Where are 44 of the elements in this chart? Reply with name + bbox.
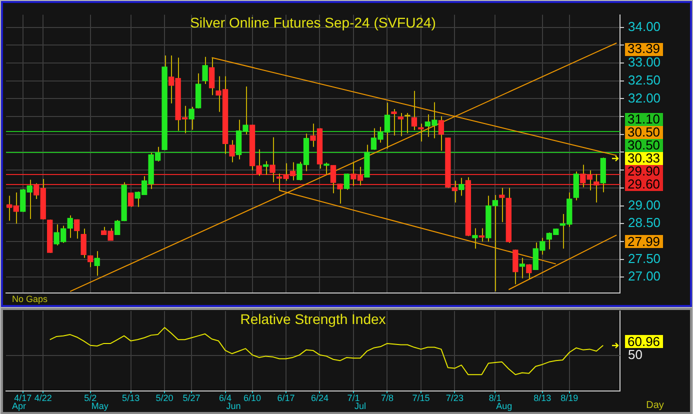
x-tick-label: 8/13 bbox=[534, 393, 552, 404]
x-tick-label: 5/27 bbox=[182, 393, 200, 404]
text: Jul bbox=[354, 401, 366, 411]
text: 30.33 bbox=[628, 150, 660, 166]
x-tick-label: 7/8 bbox=[380, 393, 394, 404]
x-tick-label: 5/20 bbox=[156, 393, 174, 404]
chart-title: Relative Strength Index bbox=[240, 310, 386, 327]
x-tick-label: 8/1 bbox=[488, 393, 502, 404]
chart-title: Silver Online Futures Sep-24 (SVFU24) bbox=[190, 14, 436, 31]
x-tick-label: 8/19 bbox=[560, 393, 578, 404]
text: Apr bbox=[12, 401, 26, 411]
x-tick-label: 7/1 bbox=[347, 393, 360, 404]
x-tick-label: 6/24 bbox=[310, 393, 329, 404]
data-label: 27.99 bbox=[628, 234, 660, 249]
text: 50 bbox=[628, 346, 642, 362]
ref-line-label: 29.60 bbox=[628, 176, 660, 192]
ref-line-label: 31.10 bbox=[628, 111, 660, 126]
x-tick-label: 5/13 bbox=[122, 393, 140, 404]
data-label: 33.39 bbox=[628, 41, 660, 56]
y-tick-label: 27.50 bbox=[628, 250, 661, 266]
y-tick-label: 33.00 bbox=[628, 54, 661, 70]
text: No Gaps bbox=[12, 294, 48, 304]
ref-line-label: 30.50 bbox=[628, 137, 660, 152]
x-tick-label: 7/23 bbox=[446, 393, 464, 404]
x-tick-label: 5/2 bbox=[84, 393, 97, 404]
y-tick-label: 29.00 bbox=[628, 197, 661, 212]
text: May bbox=[91, 401, 109, 411]
x-tick-label: 6/17 bbox=[277, 393, 295, 404]
x-tick-label: 6/10 bbox=[244, 393, 262, 404]
text: Jun bbox=[226, 401, 241, 411]
x-tick-label: 4/17 bbox=[14, 393, 32, 404]
ref-line-label: 29.90 bbox=[628, 163, 660, 178]
data-label: 30.50 bbox=[628, 124, 660, 140]
y-tick-label: 28.50 bbox=[628, 215, 661, 230]
text: 60.96 bbox=[628, 334, 660, 349]
x-tick-label: 7/15 bbox=[412, 393, 430, 404]
y-tick-label: 32.50 bbox=[628, 72, 661, 88]
y-tick-label: 27.00 bbox=[628, 268, 661, 284]
y-tick-label: 32.00 bbox=[628, 90, 661, 106]
text: Aug bbox=[496, 401, 512, 411]
x-axis-title: Day bbox=[646, 400, 664, 411]
x-tick-label: 6/4 bbox=[219, 393, 232, 404]
y-tick-label: 34.00 bbox=[628, 18, 661, 34]
x-tick-label: 4/22 bbox=[34, 393, 52, 404]
